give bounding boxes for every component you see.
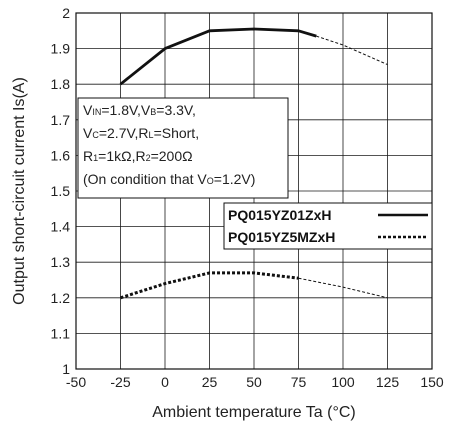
y-axis-label: Output short-circuit current Is(A) bbox=[11, 77, 28, 305]
legend: PQ015YZ01ZxH PQ015YZ5MZxH bbox=[223, 202, 433, 250]
condition-line-2: VC=2.7V,RL=Short, bbox=[83, 125, 199, 141]
series-1-measured-line bbox=[119, 27, 317, 86]
x-tick-label: 0 bbox=[161, 374, 169, 390]
x-tick-label: 125 bbox=[376, 374, 400, 390]
y-tick-label: 1.7 bbox=[51, 112, 71, 128]
y-tick-label: 1.9 bbox=[51, 41, 71, 57]
series-1-extrapolated-line bbox=[316, 35, 388, 66]
series-lines bbox=[119, 27, 388, 300]
x-tick-label: 75 bbox=[291, 374, 307, 390]
y-tick-labels: 1 1.1 1.2 1.3 1.4 1.5 1.6 1.7 1.8 1.9 2 bbox=[51, 5, 71, 377]
y-tick-label: 1.1 bbox=[51, 325, 71, 341]
y-tick-label: 1.3 bbox=[51, 254, 71, 270]
y-tick-label: 1.2 bbox=[51, 290, 71, 306]
y-tick-label: 1.5 bbox=[51, 183, 71, 199]
y-tick-label: 1 bbox=[62, 361, 70, 377]
y-tick-label: 1.8 bbox=[51, 76, 71, 92]
condition-line-3: R1=1kΩ,R2=200Ω bbox=[83, 148, 193, 164]
x-tick-label: 50 bbox=[246, 374, 262, 390]
series-2-measured-line bbox=[120, 271, 299, 300]
x-tick-label: 25 bbox=[202, 374, 218, 390]
y-tick-label: 1.4 bbox=[51, 219, 71, 235]
y-tick-label: 1.6 bbox=[51, 147, 71, 163]
series-2-extrapolated-line bbox=[298, 277, 388, 299]
legend-label-series-1: PQ015YZ01ZxH bbox=[228, 207, 332, 223]
x-axis-label: Ambient temperature Ta (°C) bbox=[152, 404, 356, 421]
y-tick-label: 2 bbox=[62, 5, 70, 21]
condition-line-1: VIN=1.8V,VB=3.3V, bbox=[83, 102, 196, 118]
x-tick-label: 100 bbox=[331, 374, 355, 390]
conditions-box: VIN=1.8V,VB=3.3V, VC=2.7V,RL=Short, R1=1… bbox=[77, 97, 289, 199]
x-tick-label: -25 bbox=[110, 374, 130, 390]
x-tick-labels: -50 -25 0 25 50 75 100 125 150 bbox=[66, 374, 444, 390]
conditions-frame bbox=[77, 97, 289, 199]
x-tick-label: 150 bbox=[420, 374, 444, 390]
legend-label-series-2: PQ015YZ5MZxH bbox=[228, 229, 335, 245]
condition-line-4: (On condition that VO=1.2V) bbox=[83, 171, 255, 187]
legend-frame bbox=[223, 202, 433, 250]
plot-frame bbox=[75, 12, 433, 370]
x-tick-label: -50 bbox=[66, 374, 86, 390]
